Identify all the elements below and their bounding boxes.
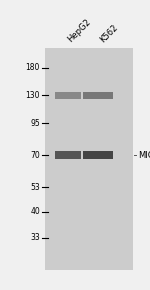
Text: 130: 130: [26, 90, 40, 99]
Bar: [83, 92, 113, 99]
Text: 53: 53: [30, 182, 40, 191]
Bar: [55, 92, 81, 99]
Text: 95: 95: [30, 119, 40, 128]
Text: 40: 40: [30, 208, 40, 217]
Bar: [55, 151, 81, 159]
Text: 180: 180: [26, 64, 40, 72]
Bar: [45, 48, 133, 270]
Bar: [83, 151, 113, 159]
Text: 70: 70: [30, 151, 40, 160]
Text: K562: K562: [99, 23, 120, 44]
Text: 33: 33: [30, 233, 40, 242]
Text: HepG2: HepG2: [66, 17, 92, 44]
Text: MIC1: MIC1: [138, 151, 150, 160]
